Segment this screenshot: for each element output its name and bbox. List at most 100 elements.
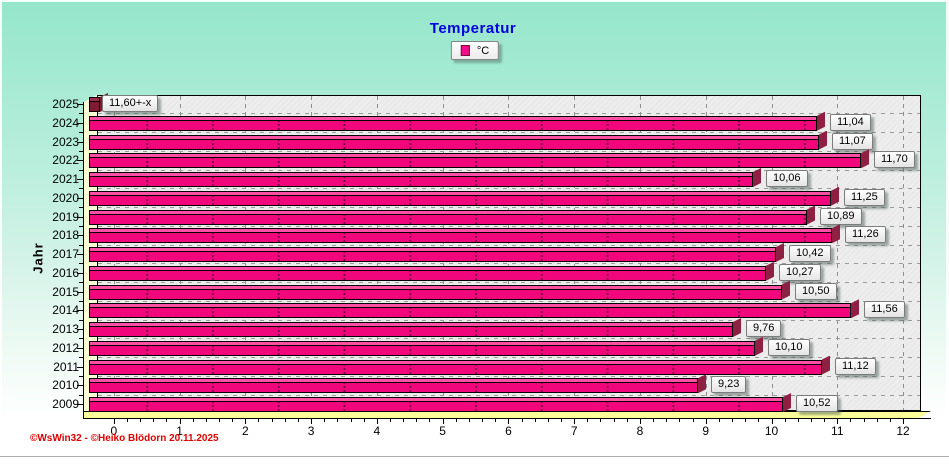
temperature-bar xyxy=(89,224,840,244)
horizontal-gridline xyxy=(98,300,920,302)
x-minor-tick xyxy=(271,419,273,422)
bar-value-label: 11,07 xyxy=(832,132,873,150)
year-tick-label: 2024 xyxy=(52,115,79,130)
y-major-tick xyxy=(77,404,83,405)
bar-end-cap-3d xyxy=(822,355,830,375)
x-minor-tick xyxy=(758,419,760,422)
horizontal-gridline xyxy=(98,244,920,246)
legend-marker-icon xyxy=(460,45,470,56)
bar-value-label: 9,23 xyxy=(711,376,747,394)
bar-value-label: 11,56 xyxy=(864,301,905,319)
x-minor-tick xyxy=(258,419,260,422)
year-tick-label: 2023 xyxy=(52,134,79,149)
x-minor-tick xyxy=(797,419,799,422)
bar-gridline-dots xyxy=(90,233,831,243)
y-minor-tick xyxy=(79,169,83,171)
y-major-tick xyxy=(77,254,83,255)
year-tick-label: 2013 xyxy=(52,322,79,336)
bar-top-face xyxy=(90,116,816,121)
copyright-text: ©WsWin32 - ©Heiko Blödorn 20.11.2025 xyxy=(30,433,219,444)
horizontal-gridline xyxy=(98,375,920,377)
x-tick-label: 8 xyxy=(636,424,644,438)
bar-top-face xyxy=(90,229,831,234)
x-minor-tick xyxy=(626,419,628,422)
bar-end-cap-3d xyxy=(807,205,815,225)
bar-gridline-dots xyxy=(90,345,754,355)
x-minor-tick xyxy=(666,419,668,422)
temperature-bar xyxy=(89,186,839,206)
year-tick-label: 2019 xyxy=(52,209,79,224)
y-minor-tick xyxy=(79,300,83,302)
x-minor-tick xyxy=(718,419,720,422)
bar-top-face xyxy=(90,266,765,271)
bar-gridline-dots xyxy=(90,177,752,186)
y-minor-tick xyxy=(79,113,83,115)
bar-gridline-dots xyxy=(90,327,732,336)
y-minor-tick xyxy=(79,225,83,227)
bar-gridline-dots xyxy=(90,120,816,130)
x-minor-tick xyxy=(482,419,484,422)
bar-top-face xyxy=(90,323,732,327)
bar-gridline-dots xyxy=(90,289,781,299)
bar-top-face xyxy=(90,360,821,365)
bar-end-cap-3d xyxy=(851,299,859,319)
x-minor-tick xyxy=(810,419,812,422)
temperature-bar xyxy=(89,318,741,337)
horizontal-gridline xyxy=(98,132,920,134)
bar-value-label: 9,76 xyxy=(746,320,782,337)
x-tick-label: 9 xyxy=(702,424,710,438)
x-minor-tick xyxy=(850,419,852,422)
x-minor-tick xyxy=(745,419,747,422)
x-tick-label: 1 xyxy=(176,424,183,438)
x-minor-tick xyxy=(429,419,431,422)
year-tick-label: 2022 xyxy=(52,153,79,168)
bar-end-cap-3d xyxy=(783,393,791,412)
x-minor-tick xyxy=(732,419,734,422)
bar-value-label: 11,70 xyxy=(874,151,915,169)
x-tick-label: 3 xyxy=(307,424,315,438)
bar-top-face xyxy=(90,173,752,177)
x-minor-tick xyxy=(824,419,826,422)
bar-value-label: 10,52 xyxy=(796,395,838,412)
year-tick-label: 2009 xyxy=(52,397,79,411)
bar-end-cap-3d xyxy=(831,186,839,206)
bar-value-label: 10,10 xyxy=(768,338,810,356)
bar-value-label: 10,50 xyxy=(795,282,837,300)
bar-top-face xyxy=(90,191,830,196)
x-major-tick xyxy=(903,419,905,424)
x-minor-tick xyxy=(126,419,128,422)
x-minor-tick xyxy=(468,419,470,422)
x-minor-tick xyxy=(140,419,142,422)
x-tick-label: 12 xyxy=(896,424,910,438)
temperature-bar xyxy=(89,299,859,319)
x-minor-tick xyxy=(863,419,865,422)
y-major-tick xyxy=(77,291,83,293)
temperature-bar xyxy=(89,149,869,169)
y-major-tick xyxy=(77,310,83,312)
year-tick-label: 2015 xyxy=(52,284,79,299)
y-minor-tick xyxy=(79,357,83,359)
bar-gridline-dots xyxy=(90,402,782,411)
x-minor-tick xyxy=(587,419,589,422)
x-minor-tick xyxy=(416,419,418,422)
bar-end-cap-3d xyxy=(782,280,790,300)
bar-top-face xyxy=(90,398,782,402)
x-minor-tick xyxy=(297,419,299,422)
year-tick-label: 2021 xyxy=(52,172,79,186)
y-minor-tick xyxy=(79,244,83,246)
x-minor-tick xyxy=(284,419,286,422)
year-tick-label: 2017 xyxy=(52,247,79,261)
x-tick-label: 7 xyxy=(570,424,578,438)
x-minor-tick xyxy=(495,419,497,422)
bar-value-label: 10,27 xyxy=(779,263,821,281)
y-minor-tick xyxy=(79,150,83,152)
x-minor-tick xyxy=(232,419,234,422)
horizontal-gridline xyxy=(98,169,920,171)
x-tick-label: 0 xyxy=(110,424,118,438)
horizontal-gridline xyxy=(98,188,920,190)
temperature-bar xyxy=(89,393,791,412)
x-axis-line xyxy=(84,418,931,419)
year-tick-label: 2012 xyxy=(52,340,79,355)
y-major-tick xyxy=(77,122,83,124)
bar-value-label: 11,60+-x xyxy=(102,95,159,112)
